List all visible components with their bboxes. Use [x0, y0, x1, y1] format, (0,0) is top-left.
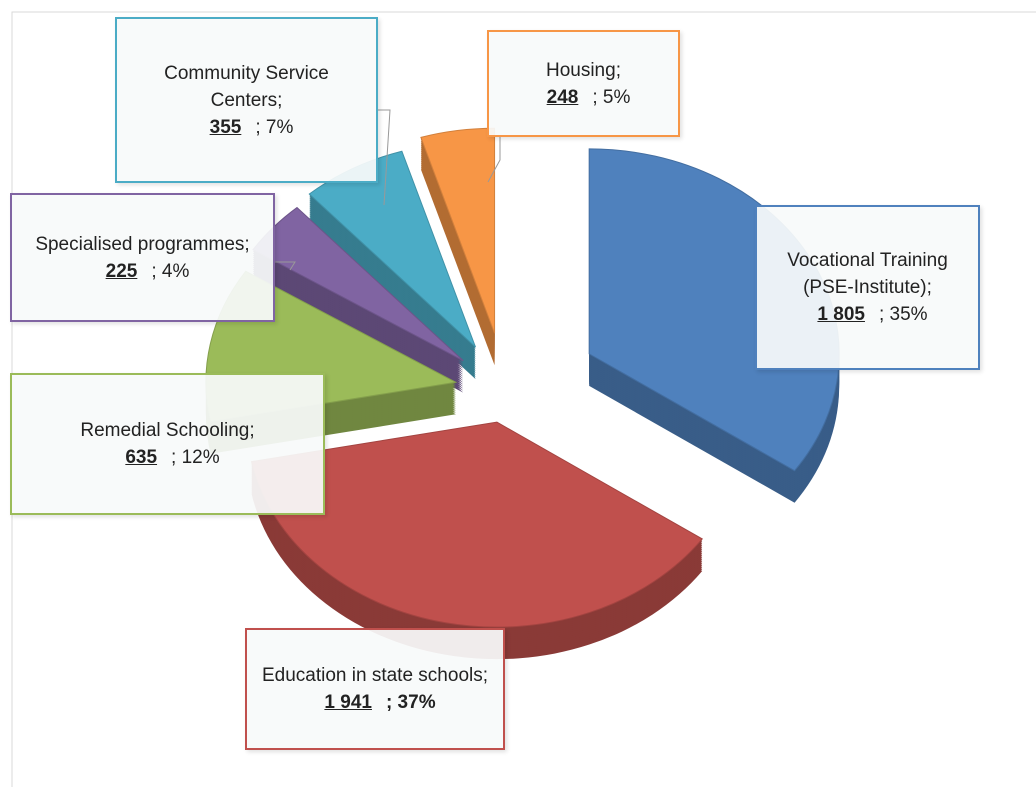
value-label: 248: [546, 86, 579, 108]
category-label: Housing;: [545, 59, 621, 81]
slice: [250, 421, 704, 628]
percent-label: ; 35%: [878, 304, 928, 325]
percent-label: ; 7%: [255, 116, 294, 138]
leader-line: [487, 137, 501, 183]
data-label: Vocational Training (PSE-Institute); 1 80…: [755, 205, 980, 370]
percent-label: ; 12%: [171, 447, 220, 468]
data-label: Community Service Centers; 355 ; 7%: [115, 17, 378, 183]
label-text: Remedial Schooling; 635 ; 12%: [80, 417, 254, 471]
percent-label: ; 37%: [385, 692, 436, 713]
label-text: Vocational Training (PSE-Institute); 1 80…: [769, 247, 966, 328]
category-label: Community Service Centers;: [164, 62, 329, 111]
value-label: 355: [209, 116, 242, 138]
leader-line: [378, 109, 391, 206]
category-label: Education in state schools;: [261, 665, 489, 686]
leader-line: [275, 261, 296, 271]
label-text: Education in state schools; 1 941 ; 37%: [262, 662, 488, 716]
data-label: Education in state schools; 1 941 ; 37%: [245, 628, 505, 750]
percent-label: ; 4%: [151, 260, 190, 282]
label-text: Community Service Centers; 355 ; 7%: [129, 60, 364, 141]
value-label: 1 805: [817, 304, 865, 325]
percent-label: ; 5%: [592, 86, 631, 108]
label-text: Housing; 248 ; 5%: [537, 57, 631, 111]
category-label: Specialised programmes;: [35, 233, 250, 255]
data-label: Specialised programmes; 225 ; 4%: [10, 193, 275, 322]
label-text: Specialised programmes; 225 ; 4%: [35, 231, 249, 285]
value-label: 1 941: [324, 692, 372, 713]
leader-lines: [275, 109, 501, 271]
data-label: Remedial Schooling; 635 ; 12%: [10, 373, 325, 515]
category-label: Remedial Schooling;: [80, 420, 255, 441]
data-label: Housing; 248 ; 5%: [487, 30, 680, 137]
value-label: 635: [125, 447, 158, 468]
value-label: 225: [105, 260, 138, 282]
category-label: Vocational Training (PSE-Institute);: [787, 250, 948, 298]
